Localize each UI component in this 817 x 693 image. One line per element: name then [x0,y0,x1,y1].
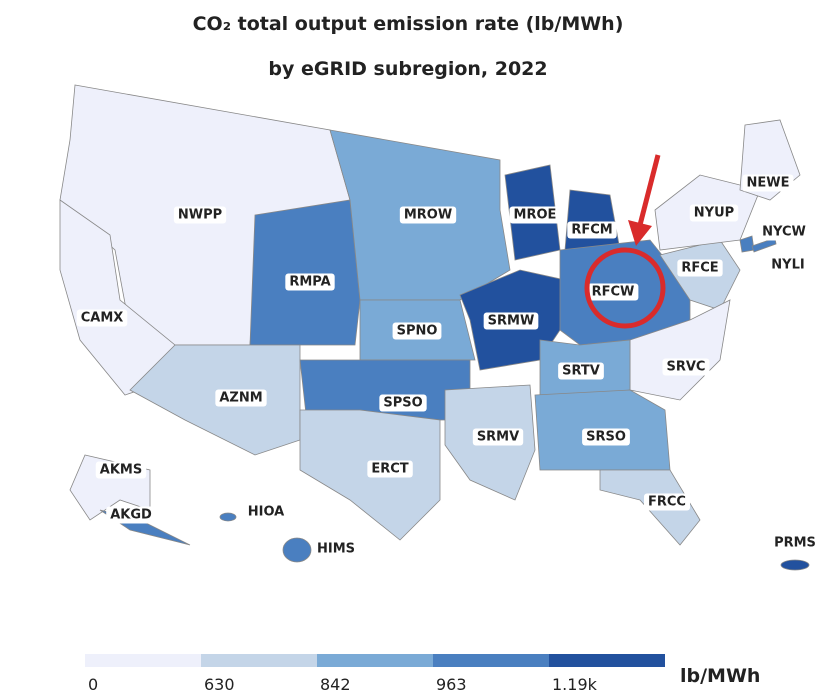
region [780,559,810,571]
region [219,512,237,522]
legend-swatch [85,654,201,667]
region-label: SRSO [586,430,626,445]
label-bg [509,206,561,224]
label-bg [758,223,810,241]
arrow-shaft [637,154,661,226]
region-label: NEWE [747,176,790,191]
region-label: FRCC [648,495,686,510]
label-bg [95,461,147,479]
region-label: MROE [514,208,557,223]
arrow-head [628,220,652,246]
label-bg [767,256,809,274]
title: CO₂ total output emission rate (lb/MWh) [193,13,624,35]
label-bg [173,206,227,224]
legend-tick-label: 842 [320,675,351,693]
label-bg [379,394,427,412]
region-label: CAMX [81,311,124,326]
region-label: RFCW [592,285,635,300]
region-label: SRTV [562,364,600,379]
region-label: NWPP [178,208,222,223]
region-label: RFCE [681,261,718,276]
region-label: HIMS [317,542,355,557]
region [739,235,755,253]
label-bg [587,283,639,301]
region-label: NYUP [694,206,734,221]
label-bg [567,221,617,239]
legend-tick-label: 0 [88,675,98,693]
region-label: AKMS [100,463,142,478]
label-bg [285,273,335,291]
label-bg [399,206,457,224]
legend-unit: lb/MWh [680,665,760,687]
label-bg [76,309,128,327]
region-label: SPSO [383,396,422,411]
label-bg [662,358,710,376]
subtitle: by eGRID subregion, 2022 [268,58,547,80]
region-label: HIOA [248,505,284,520]
legend-tick-label: 963 [436,675,467,693]
region-label: ERCT [371,462,408,477]
region-label: NYCW [762,225,806,240]
legend: 0 630 842 963 1.19k lb/MWh [85,654,760,693]
regions [59,84,810,571]
label-bg [483,312,539,330]
label-bg [582,428,630,446]
legend-tick-label: 630 [204,675,235,693]
region-label: AKGD [110,508,152,523]
label-bg [644,493,690,511]
region-label: SRVC [667,360,706,375]
region-label: SRMW [488,314,535,329]
region-label: MROW [404,208,452,223]
legend-swatch [317,654,433,667]
region [751,237,777,253]
region [282,537,312,563]
region-label: NYLI [771,258,804,273]
label-bg [106,506,157,524]
legend-swatch [201,654,317,667]
label-bg [243,503,289,521]
region-label: AZNM [219,391,262,406]
region [129,344,301,456]
region-label: SPNO [397,324,438,339]
label-bg [677,259,723,277]
label-bg [742,174,794,192]
region-label: RFCM [571,223,612,238]
legend-swatch [549,654,665,667]
label-bg [367,460,413,478]
label-bg [558,362,604,380]
region-label: SRMV [477,430,519,445]
region [249,199,361,346]
label-bg [770,534,817,552]
highlight-circle [584,247,666,329]
label-bg [472,428,524,446]
label-bg [689,204,739,222]
label-bg [392,322,442,340]
label-bg [312,540,360,558]
region-label: RMPA [289,275,330,290]
region-label: PRMS [774,536,816,551]
legend-swatch [433,654,549,667]
label-bg [215,389,267,407]
region-labels: NWPP CAMX RMPA MROW MROE RFCM SRMW SPNO RFCW RFCE… [76,174,817,558]
legend-tick-label: 1.19k [552,675,598,693]
